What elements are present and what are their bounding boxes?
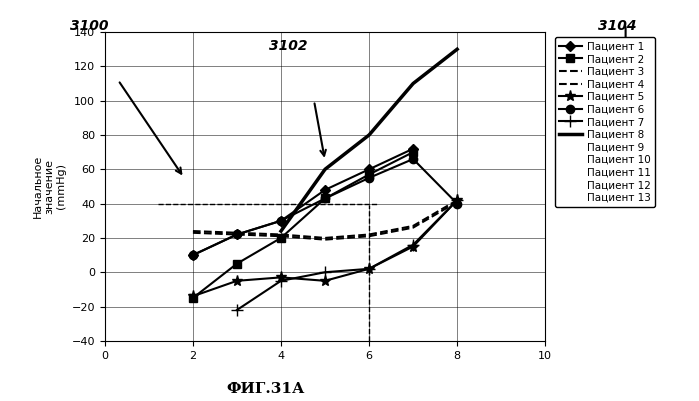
Legend: Пациент 1, Пациент 2, Пациент 3, Пациент 4, Пациент 5, Пациент 6, Пациент 7, Пац: Пациент 1, Пациент 2, Пациент 3, Пациент… xyxy=(555,37,655,207)
Text: 3104: 3104 xyxy=(598,19,636,33)
Y-axis label: Начальное
значение
(mmHg): Начальное значение (mmHg) xyxy=(33,155,66,218)
Text: 3100: 3100 xyxy=(70,19,108,33)
Text: 3102: 3102 xyxy=(269,39,308,53)
Text: ФИГ.31А: ФИГ.31А xyxy=(226,382,305,396)
